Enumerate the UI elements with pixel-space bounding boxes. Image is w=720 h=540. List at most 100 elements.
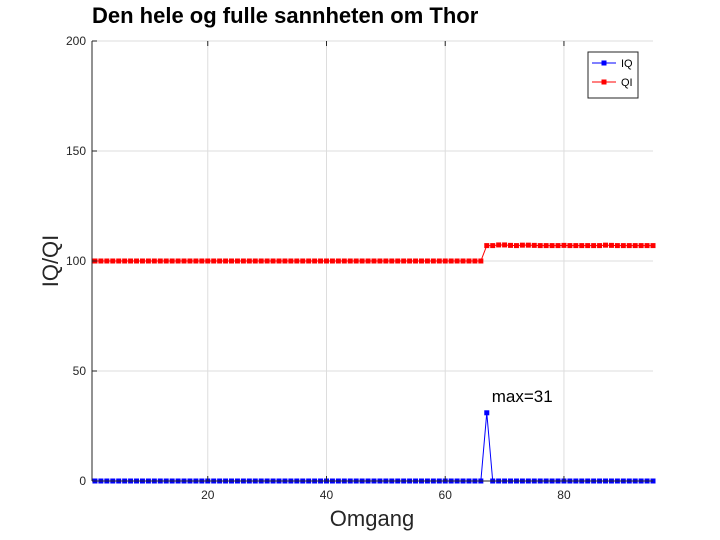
qi-data-point (448, 258, 454, 264)
qi-data-point (193, 258, 199, 264)
qi-data-point (472, 258, 478, 264)
axes (91, 40, 653, 482)
qi-data-point (151, 258, 157, 264)
qi-data-point (371, 258, 377, 264)
qi-data-point (282, 258, 288, 264)
qi-data-point (620, 243, 626, 249)
qi-data-point (252, 258, 258, 264)
qi-data-point (632, 243, 638, 249)
qi-data-point (318, 258, 324, 264)
qi-data-point (359, 258, 365, 264)
qi-data-point (223, 258, 229, 264)
qi-data-point (484, 243, 490, 249)
qi-data-point (323, 258, 329, 264)
qi-data-point (294, 258, 300, 264)
qi-data-point (163, 258, 169, 264)
qi-data-point (264, 258, 270, 264)
qi-data-point (543, 243, 549, 249)
qi-data-point (579, 243, 585, 249)
qi-data-point (383, 258, 389, 264)
y-tick-label: 100 (66, 254, 86, 268)
qi-data-point (561, 242, 567, 248)
qi-data-point (300, 258, 306, 264)
qi-data-point (145, 258, 151, 264)
qi-data-point (442, 258, 448, 264)
qi-data-point (466, 258, 472, 264)
qi-data-point (169, 258, 175, 264)
qi-data-point (276, 258, 282, 264)
qi-data-point (608, 242, 614, 248)
qi-data-point (128, 258, 134, 264)
tick-labels: 20 40 60 80 0 50 100 150 200 (66, 34, 571, 502)
qi-data-point (306, 258, 312, 264)
series-markers (92, 242, 656, 484)
qi-data-point (508, 242, 514, 248)
qi-data-point (644, 243, 650, 249)
qi-data-point (496, 242, 502, 248)
max-annotation: max=31 (492, 387, 553, 406)
qi-data-point (567, 243, 573, 249)
qi-data-point (104, 258, 110, 264)
qi-data-point (454, 258, 460, 264)
chart-title: Den hele og fulle sannheten om Thor (92, 3, 479, 28)
qi-data-point (591, 243, 597, 249)
qi-data-point (597, 243, 603, 249)
y-tick-label: 200 (66, 34, 86, 48)
y-tick-label: 50 (73, 364, 87, 378)
qi-data-point (460, 258, 466, 264)
qi-legend-label: QI (621, 77, 633, 89)
x-axis-label: Omgang (330, 506, 414, 531)
qi-data-point (139, 258, 145, 264)
qi-data-point (418, 258, 424, 264)
qi-data-point (157, 258, 163, 264)
qi-data-point (341, 258, 347, 264)
x-tick-label: 80 (557, 488, 571, 502)
annotations: max=31 (492, 387, 553, 406)
qi-data-point (531, 242, 537, 248)
y-tick-label: 0 (79, 474, 86, 488)
qi-data-point (389, 258, 395, 264)
qi-data-point (199, 258, 205, 264)
iq-legend-marker (601, 60, 607, 66)
y-tick-label: 150 (66, 144, 86, 158)
qi-data-point (603, 242, 609, 248)
qi-data-point (175, 258, 181, 264)
qi-data-point (110, 258, 116, 264)
qi-data-point (525, 242, 531, 248)
x-tick-label: 20 (201, 488, 215, 502)
qi-data-point (490, 243, 496, 249)
qi-data-point (585, 243, 591, 249)
qi-data-point (288, 258, 294, 264)
qi-legend-marker (601, 79, 607, 85)
qi-data-point (407, 258, 413, 264)
iq-data-point (484, 410, 490, 416)
qi-data-point (98, 258, 104, 264)
qi-data-point (240, 258, 246, 264)
qi-data-point (614, 243, 620, 249)
iq-legend-label: IQ (621, 58, 633, 70)
x-tick-label: 60 (439, 488, 453, 502)
qi-data-point (205, 258, 211, 264)
qi-data-point (187, 258, 193, 264)
qi-data-point (258, 258, 264, 264)
qi-data-point (365, 258, 371, 264)
qi-data-point (134, 258, 140, 264)
qi-data-point (650, 243, 656, 249)
qi-data-point (436, 258, 442, 264)
y-axis-label: IQ/QI (38, 235, 63, 288)
qi-data-point (413, 258, 419, 264)
qi-data-point (217, 258, 223, 264)
qi-data-point (329, 258, 335, 264)
qi-data-point (246, 258, 252, 264)
x-tick-label: 40 (320, 488, 334, 502)
qi-data-point (638, 243, 644, 249)
qi-data-point (502, 242, 508, 248)
iq-series-line (94, 412, 653, 482)
qi-data-point (549, 243, 555, 249)
qi-data-point (353, 258, 359, 264)
qi-data-point (555, 243, 561, 249)
qi-data-point (377, 258, 383, 264)
qi-data-point (519, 242, 525, 248)
qi-data-point (424, 258, 430, 264)
